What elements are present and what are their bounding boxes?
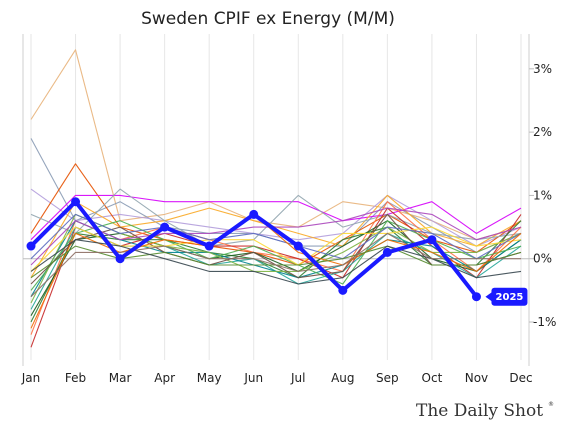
- highlight-point: [71, 197, 81, 207]
- series-line: [30, 207, 522, 266]
- highlight-point: [427, 235, 437, 245]
- highlight-point: [204, 241, 214, 251]
- series-line: [30, 163, 522, 266]
- background-series: [30, 49, 522, 348]
- y-tick-label: 0%: [533, 252, 552, 266]
- x-tick-label: Apr: [154, 371, 175, 385]
- x-tick-label: Aug: [331, 371, 354, 385]
- y-tick-label: 3%: [533, 62, 552, 76]
- grid: [22, 34, 530, 366]
- x-tick-label: Nov: [465, 371, 488, 385]
- series-line: [30, 188, 522, 247]
- series-line: [30, 239, 522, 285]
- highlight-point: [471, 292, 481, 302]
- chart-title: Sweden CPIF ex Energy (M/M): [141, 9, 395, 29]
- series-line: [30, 194, 522, 241]
- callout-label: 2025: [496, 292, 524, 303]
- callout-box: [491, 287, 528, 306]
- brand-logo-text: The Daily Shot: [416, 401, 543, 421]
- x-tick-label: Jan: [21, 371, 41, 385]
- highlight-point: [249, 209, 259, 219]
- x-tick-label: Jul: [290, 371, 305, 385]
- y-tick-label: 1%: [533, 188, 552, 202]
- x-tick-label: Jun: [243, 371, 263, 385]
- series-line: [30, 213, 522, 260]
- highlight-series: 2025: [26, 197, 528, 306]
- x-tick-label: Mar: [109, 371, 132, 385]
- series-line: [30, 220, 522, 316]
- series-callout: 2025: [485, 287, 528, 306]
- axes: Jan Feb Mar Apr May Jun Jul Aug Sep Oct Nov Dec 3% 2%…: [21, 62, 557, 385]
- brand-registered-mark: ®: [548, 401, 554, 408]
- highlight-point: [338, 285, 348, 295]
- highlight-point: [115, 254, 125, 264]
- highlight-point: [382, 247, 392, 257]
- x-tick-label: May: [197, 371, 222, 385]
- highlight-point: [293, 241, 303, 251]
- x-tick-label: Feb: [65, 371, 86, 385]
- highlight-point: [160, 222, 170, 232]
- x-tick-label: Dec: [509, 371, 532, 385]
- series-line: [30, 188, 522, 247]
- y-tick-label: -1%: [533, 315, 556, 329]
- branding: The Daily Shot ®: [416, 401, 554, 421]
- x-tick-label: Oct: [422, 371, 443, 385]
- highlight-point: [26, 241, 36, 251]
- series-line: [30, 49, 522, 241]
- series-line: [30, 226, 522, 272]
- callout-pointer: [485, 291, 493, 302]
- x-tick-label: Sep: [376, 371, 399, 385]
- series-line: [30, 220, 522, 291]
- y-tick-label: 2%: [533, 125, 552, 139]
